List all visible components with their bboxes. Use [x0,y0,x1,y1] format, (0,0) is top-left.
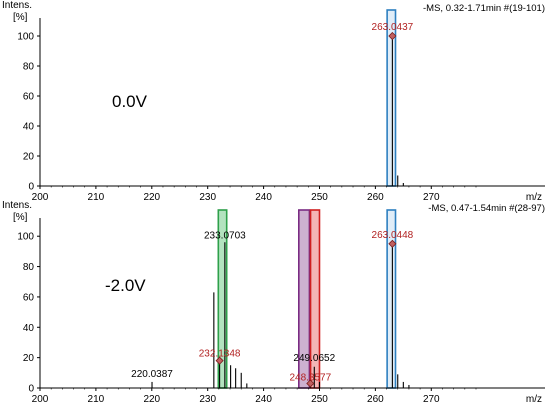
y-tick-label: 40 [23,323,35,334]
x-tick-label: 200 [32,192,49,203]
x-tick-label: 230 [199,394,216,403]
y-tick-label: 0 [28,384,34,395]
bottom-ms-header: -MS, 0.47-1.54min #(28-97) [428,203,545,214]
peak-label: 232.1348 [199,349,241,360]
y-tick-label: 80 [23,262,35,273]
x-tick-label: 200 [32,394,49,403]
x-tick-label: 210 [88,394,105,403]
x-tick-label: 260 [367,192,384,203]
y-tick-label: 100 [17,32,34,43]
peak-marker [215,356,224,365]
top-ylabel: Intens. [2,0,32,11]
y-tick-label: 40 [23,122,35,133]
peak-label: 220.0387 [131,369,173,380]
peak-marker [306,379,315,388]
y-tick-label: 0 [28,182,34,193]
bottom-xlabel: m/z [526,394,542,403]
y-tick-label: 80 [23,62,35,73]
peak-label: 248.3577 [289,372,331,383]
x-tick-label: 250 [311,394,328,403]
x-tick-label: 260 [367,394,384,403]
top-ylabel-unit: [%] [13,12,28,23]
x-tick-label: 240 [255,394,272,403]
x-tick-label: 270 [423,394,440,403]
peak-marker [388,31,397,41]
top-condition-label: 0.0V [112,92,148,111]
y-tick-label: 100 [17,232,34,243]
y-tick-label: 20 [23,353,35,364]
x-tick-label: 240 [255,192,272,203]
peak-label: 249.0652 [293,353,335,364]
x-tick-label: 230 [199,192,216,203]
bottom-ylabel-unit: [%] [13,212,28,223]
y-tick-label: 60 [23,92,35,103]
top-xlabel: m/z [526,192,542,203]
peak-label: 233.0703 [204,230,246,241]
x-tick-label: 220 [143,394,160,403]
peak-label: 263.0437 [372,22,414,33]
x-tick-label: 220 [143,192,160,203]
x-tick-label: 270 [423,192,440,203]
y-tick-label: 60 [23,292,35,303]
bottom-condition-label: -2.0V [105,276,146,295]
peak-label: 263.0448 [372,230,414,241]
peak-marker [388,239,397,248]
x-tick-label: 210 [88,192,105,203]
bottom-ylabel: Intens. [2,200,32,211]
y-tick-label: 20 [23,152,35,163]
x-tick-label: 250 [311,192,328,203]
top-ms-header: -MS, 0.32-1.71min #(19-101) [423,3,545,14]
